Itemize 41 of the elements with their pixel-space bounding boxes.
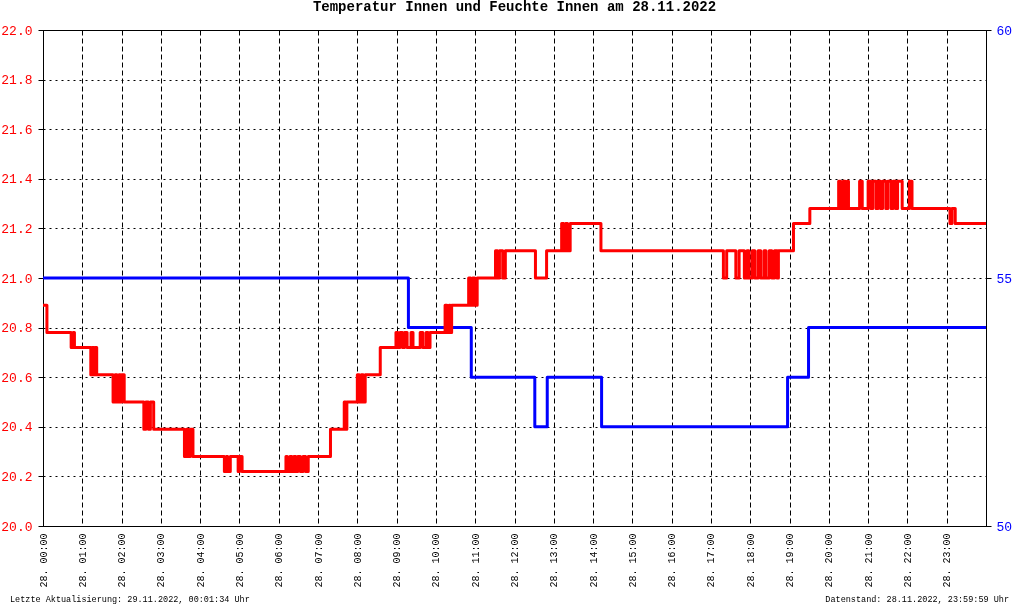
x-tick-label: 28. 15:00 (627, 533, 639, 588)
x-tick-label: 28. 14:00 (588, 533, 600, 588)
x-tick-label: 28. 07:00 (313, 533, 325, 588)
x-tick-label: 28. 08:00 (352, 533, 364, 588)
x-tick-label: 28. 09:00 (392, 533, 404, 588)
chart-title: Temperatur Innen und Feuchte Innen am 28.11.2022 (312, 0, 717, 15)
y-tick-label: 21.8 (1, 73, 33, 89)
x-tick-label: 28. 19:00 (785, 533, 797, 588)
y-tick-label: 22.0 (1, 23, 33, 39)
x-tick-label: 28. 21:00 (863, 533, 875, 588)
y-tick-label: 20.2 (1, 469, 33, 485)
x-tick-label: 28. 00:00 (38, 533, 50, 588)
x-tick-label: 28. 20:00 (824, 533, 836, 588)
x-tick-label: 28. 22:00 (902, 533, 914, 588)
text: Datenstand: 28.11.2022, 23:59:59 Uhr (825, 595, 1009, 605)
x-tick-label: 28. 13:00 (549, 533, 561, 588)
x-tick-label: 28. 03:00 (156, 533, 168, 588)
y-tick-label: 20.4 (1, 420, 33, 436)
x-tick-label: 28. 12:00 (510, 533, 521, 588)
y2-tick-label: 50 (996, 519, 1013, 535)
x-tick-label: 28. 05:00 (234, 533, 246, 588)
y-tick-label: 20.6 (1, 370, 33, 386)
y-tick-label: 21.6 (1, 122, 33, 138)
x-tick-label: 28. 01:00 (77, 533, 89, 588)
y-tick-label: 20.8 (1, 321, 33, 337)
y2-tick-label: 55 (996, 271, 1013, 287)
y-tick-label: 21.0 (1, 271, 33, 287)
text: Letzte Aktualisierung: 29.11.2022, 00:01:34 Uhr (10, 595, 250, 605)
x-tick-label: 28. 02:00 (117, 533, 129, 588)
x-tick-label: 28. 17:00 (706, 533, 718, 588)
x-tick-label: 28. 10:00 (431, 533, 443, 588)
x-tick-label: 28. 16:00 (667, 533, 679, 588)
y-tick-label: 21.4 (1, 172, 33, 188)
x-tick-label: 28. 18:00 (745, 533, 757, 588)
x-tick-label: 28. 04:00 (195, 533, 207, 588)
x-tick-label: 28. 23:00 (942, 533, 954, 588)
y-tick-label: 21.2 (1, 221, 33, 237)
x-tick-label: 28. 11:00 (470, 533, 482, 588)
y-tick-label: 20.0 (1, 519, 33, 535)
y2-tick-label: 60 (996, 23, 1013, 39)
x-tick-label: 28. 06:00 (274, 533, 286, 588)
